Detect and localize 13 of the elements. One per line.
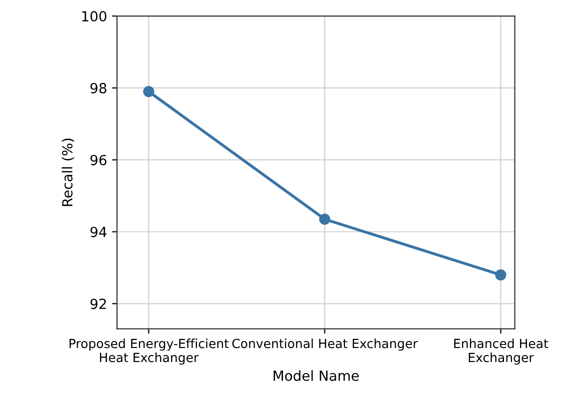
x-tick-label: Proposed Energy-Efficient Heat Exchanger: [70, 338, 229, 365]
y-tick-label: 100: [82, 11, 106, 22]
y-tick-label: 98: [90, 82, 106, 94]
y-tick-label: 92: [90, 298, 106, 310]
y-tick-label: 94: [90, 226, 106, 238]
y-axis-title: Recall (%): [62, 138, 74, 206]
x-tick-label: Enhanced Heat Exchanger: [454, 338, 548, 365]
x-axis-title: Model Name: [274, 370, 359, 381]
y-tick-label: 96: [90, 154, 106, 166]
x-tick-label: Conventional Heat Exchanger: [232, 338, 418, 351]
point: [319, 214, 330, 225]
point: [143, 86, 154, 98]
point: [495, 269, 506, 280]
